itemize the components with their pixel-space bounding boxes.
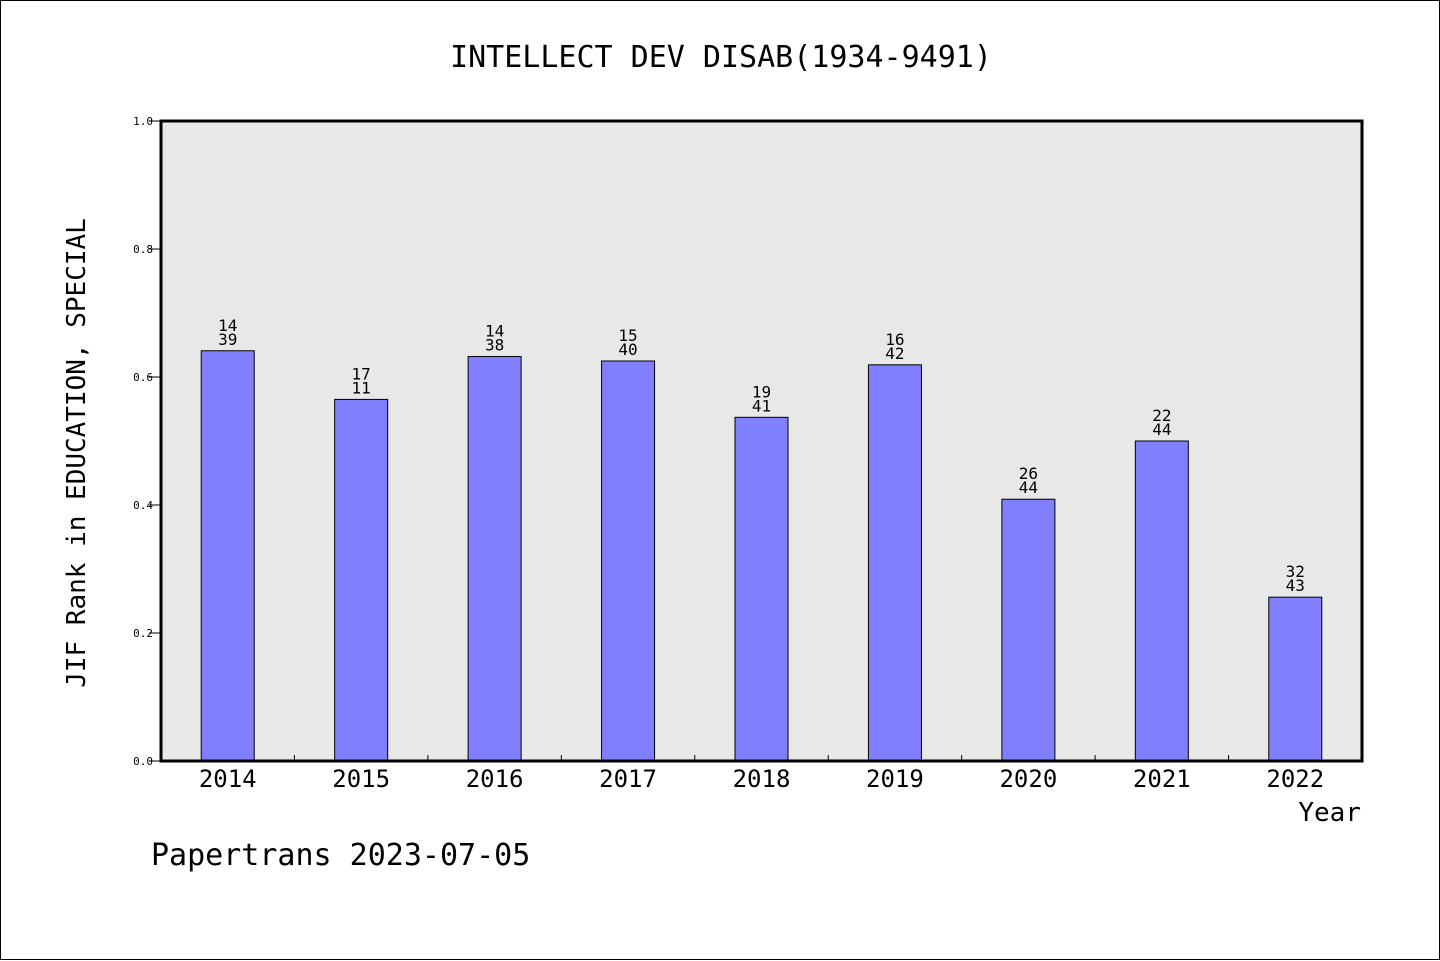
- x-tick-label-2015: 2015: [332, 765, 390, 793]
- plot-frame: [159, 119, 1364, 763]
- bar-2014: [200, 350, 255, 762]
- bar-2020: [1001, 498, 1056, 762]
- chart-title: INTELLECT DEV DISAB(1934-9491): [450, 40, 992, 75]
- x-tick-label-2014: 2014: [199, 765, 257, 793]
- bar-2019: [867, 364, 922, 762]
- bars-group: [200, 350, 1323, 762]
- bar-2021: [1134, 440, 1189, 762]
- y-axis-ticks: 0.0 0.2 0.4 0.6 0.8 1.0: [133, 115, 161, 768]
- bar-label-total-2022: 43: [1286, 576, 1305, 595]
- y-tick-label-1: 0.2: [133, 627, 153, 640]
- bar-label-total-2020: 44: [1019, 478, 1038, 497]
- bar-label-rank-2020: 26: [1019, 464, 1038, 483]
- bar-label-total-2019: 42: [885, 344, 904, 363]
- bar-label-rank-2014: 14: [218, 316, 237, 335]
- y-tick-label-4: 0.8: [133, 243, 153, 256]
- y-axis-label: JIF Rank in EDUCATION, SPECIAL: [62, 218, 92, 688]
- x-tick-label-2017: 2017: [599, 765, 657, 793]
- bar-label-rank-2015: 17: [352, 364, 371, 383]
- x-tick-label-2021: 2021: [1133, 765, 1191, 793]
- bar-2017: [601, 360, 656, 762]
- bar-label-rank-2022: 32: [1286, 562, 1305, 581]
- bar-2015: [334, 398, 389, 762]
- x-tick-label-2020: 2020: [999, 765, 1057, 793]
- x-tick-label-2019: 2019: [866, 765, 924, 793]
- bar-label-rank-2019: 16: [885, 330, 904, 349]
- bar-label-rank-2017: 15: [618, 326, 637, 345]
- bar-label-total-2021: 44: [1152, 420, 1171, 439]
- bar-label-total-2016: 38: [485, 336, 504, 355]
- y-tick-label-5: 1.0: [133, 115, 153, 128]
- x-tick-label-2018: 2018: [733, 765, 791, 793]
- y-tick-label-2: 0.4: [133, 499, 153, 512]
- bar-label-rank-2018: 19: [752, 382, 771, 401]
- x-axis-label: Year: [1298, 798, 1361, 828]
- bar-label-rank-2016: 14: [485, 322, 504, 341]
- y-tick-label-0: 0.0: [133, 755, 153, 768]
- bar-2016: [467, 356, 522, 762]
- x-tick-label-2016: 2016: [466, 765, 524, 793]
- bar-label-total-2015: 11: [352, 378, 371, 397]
- bar-2022: [1268, 596, 1323, 762]
- bar-label-total-2018: 41: [752, 396, 771, 415]
- x-tick-label-2022: 2022: [1266, 765, 1324, 793]
- footer-text: Papertrans 2023-07-05: [151, 838, 530, 873]
- bar-label-total-2014: 39: [218, 330, 237, 349]
- bar-2018: [734, 416, 789, 762]
- bar-label-total-2017: 40: [618, 340, 637, 359]
- bar-label-rank-2021: 22: [1152, 406, 1171, 425]
- y-tick-label-3: 0.6: [133, 371, 153, 384]
- x-axis-ticks: 2014 2015 2016 2017 2018 2019 2020 2021 2022: [199, 755, 1324, 793]
